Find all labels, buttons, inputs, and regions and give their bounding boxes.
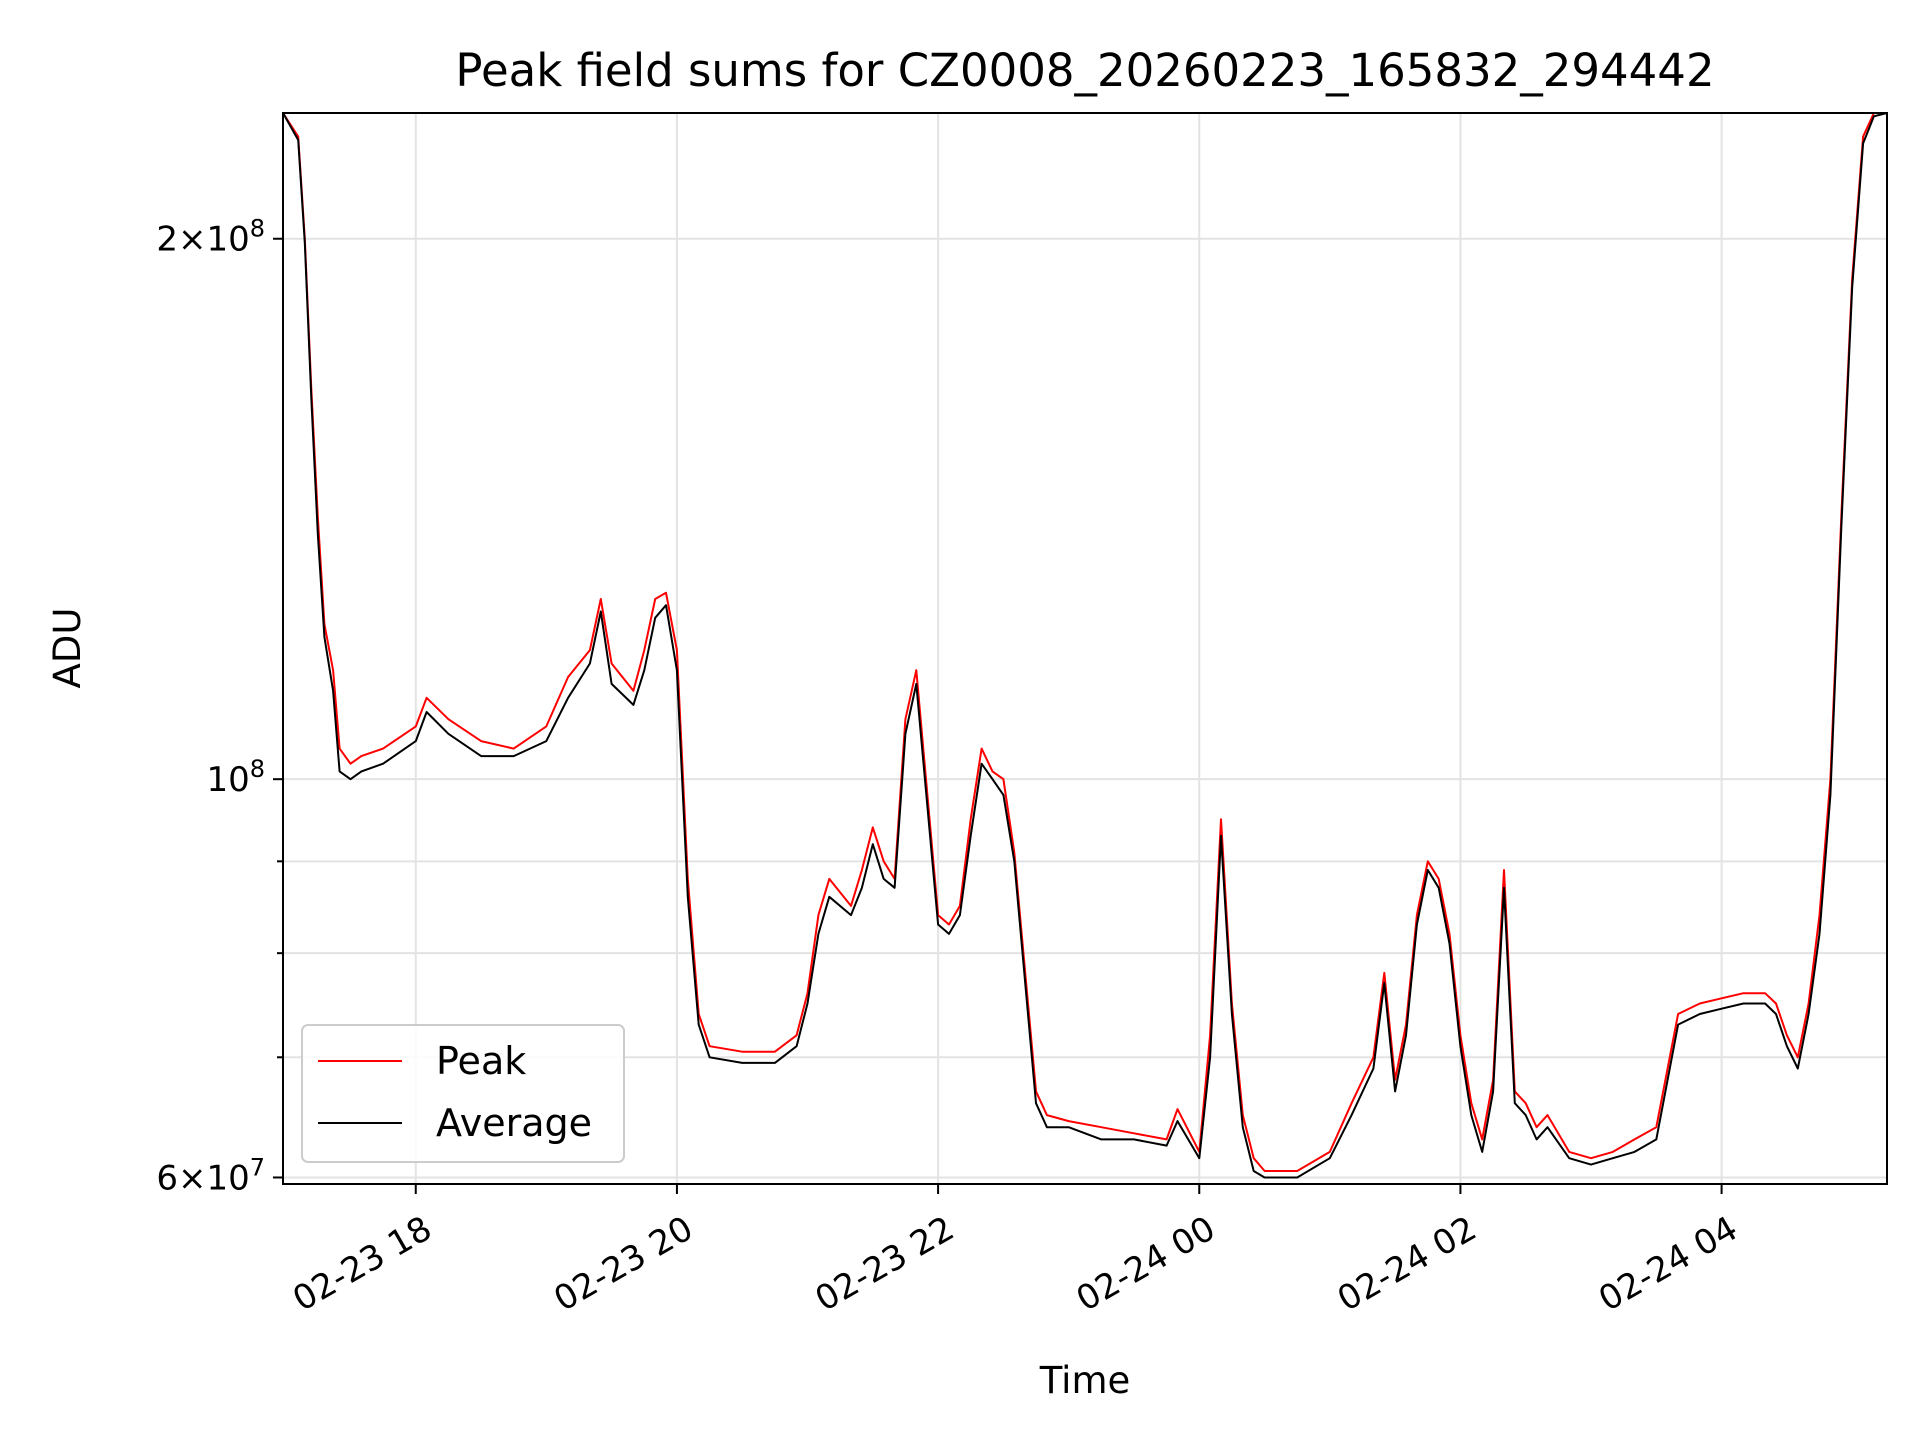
y-tick-label: 6×107	[156, 1153, 265, 1198]
series-line-average	[282, 112, 1888, 1179]
grid-layer	[283, 113, 1887, 1184]
y-tick-label: 2×108	[156, 215, 265, 260]
legend-label-average: Average	[436, 1101, 592, 1145]
x-tick-label: 02-24 02	[1331, 1209, 1483, 1320]
x-tick-label: 02-24 04	[1592, 1209, 1744, 1320]
legend-label-peak: Peak	[436, 1039, 526, 1083]
x-tick-label: 02-24 00	[1070, 1209, 1222, 1320]
x-tick-label: 02-23 20	[547, 1209, 699, 1320]
legend-box	[301, 1024, 625, 1163]
series-line-peak	[282, 112, 1887, 1172]
y-tick-label: 108	[206, 755, 265, 800]
x-tick-label: 02-23 18	[286, 1209, 438, 1320]
x-tick-label: 02-23 22	[809, 1209, 961, 1320]
x-axis-label: Time	[1039, 1359, 1131, 1402]
legend: Peak Average	[301, 1024, 625, 1163]
y-axis-label: ADU	[46, 608, 89, 689]
chart-title: Peak field sums for CZ0008_20260223_1658…	[455, 44, 1714, 97]
plot-frame	[282, 112, 1888, 1185]
series-layer	[282, 112, 1888, 1179]
